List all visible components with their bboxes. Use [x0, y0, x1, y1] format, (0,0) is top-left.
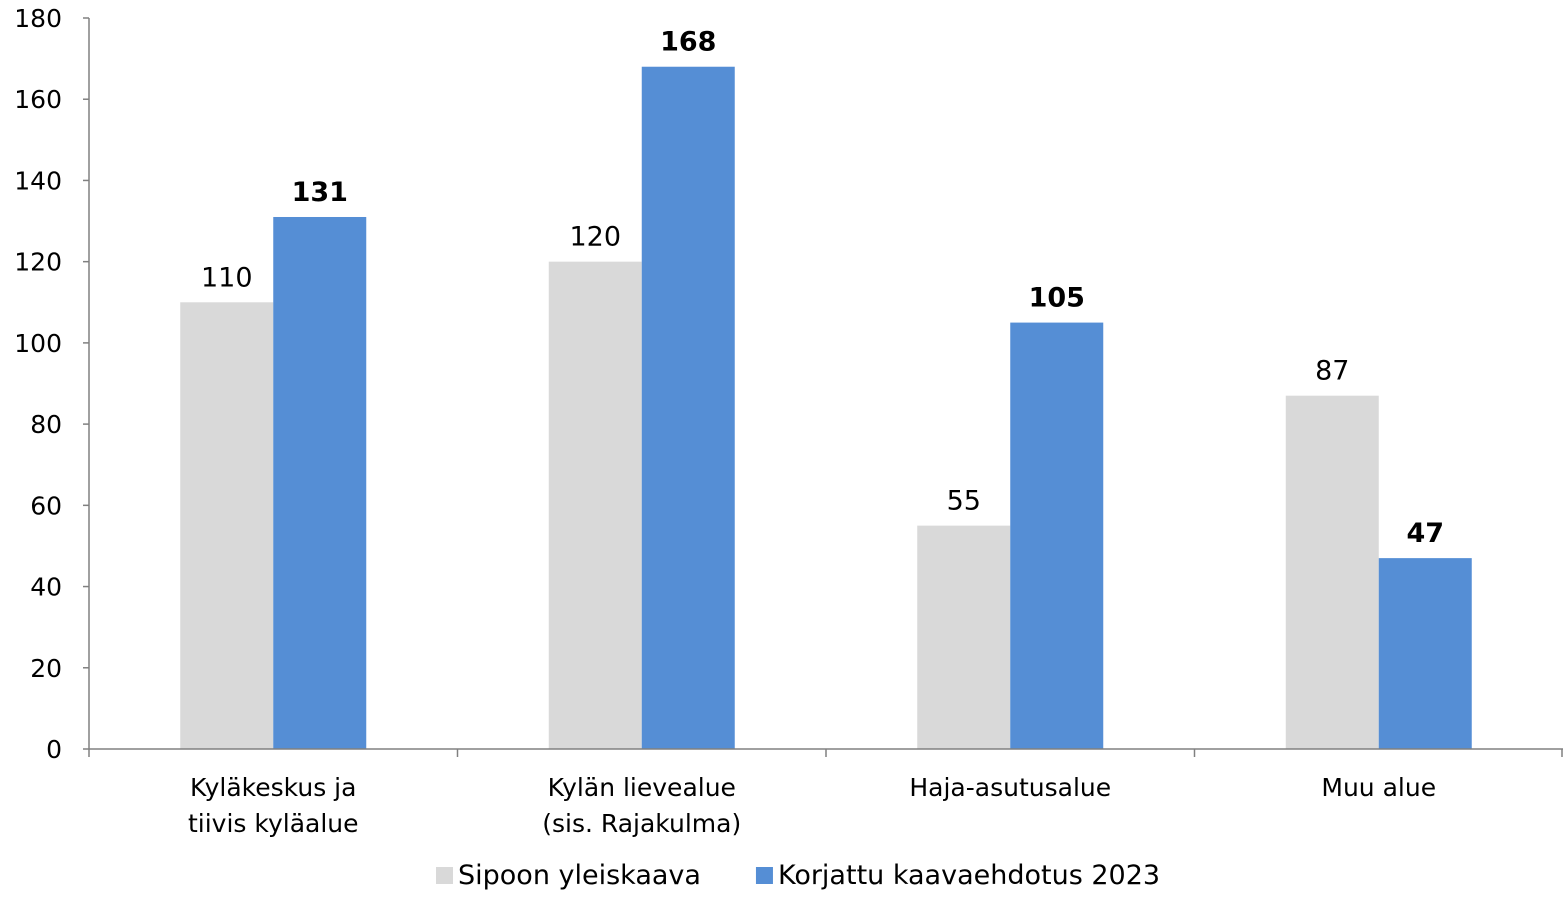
- data-label: 131: [292, 177, 348, 208]
- y-tick-label: 160: [14, 85, 62, 114]
- bar: [180, 302, 274, 749]
- y-tick-label: 100: [14, 329, 62, 358]
- y-tick-label: 120: [14, 248, 62, 277]
- y-axis-ticks: 0 20 40 60 80 100 120 140 160 180: [14, 4, 89, 764]
- data-label: 105: [1029, 283, 1085, 314]
- bar: [917, 525, 1011, 749]
- data-label: 47: [1406, 518, 1444, 549]
- legend-swatch: [755, 867, 773, 884]
- legend-label: Sipoon yleiskaava: [458, 860, 701, 891]
- bar: [273, 216, 367, 749]
- data-label: 55: [947, 486, 981, 517]
- data-label: 87: [1315, 356, 1349, 387]
- data-label: 168: [660, 27, 716, 58]
- data-label: 110: [201, 262, 253, 293]
- category-label: Kylän lievealue (sis. Rajakulma): [542, 773, 741, 838]
- category-label: Haja-asutusalue: [909, 773, 1111, 802]
- bar: [548, 261, 642, 749]
- bar: [1285, 395, 1379, 749]
- y-tick-label: 0: [46, 735, 62, 764]
- y-tick-label: 140: [14, 166, 62, 195]
- bars: [180, 66, 1472, 749]
- legend-swatch: [436, 867, 453, 884]
- y-tick-label: 40: [30, 573, 62, 602]
- axes: [88, 18, 1563, 757]
- y-tick-label: 20: [30, 654, 62, 683]
- data-label: 120: [569, 222, 621, 253]
- legend-label: Korjattu kaavaehdotus 2023: [778, 860, 1160, 891]
- bar: [641, 66, 735, 749]
- bar: [1378, 558, 1472, 749]
- legend: Sipoon yleiskaava Korjattu kaavaehdotus 2…: [436, 860, 1160, 891]
- data-labels: 110 131 120 168 55 105 87 47: [201, 27, 1444, 549]
- category-label: Muu alue: [1321, 773, 1436, 802]
- y-tick-label: 60: [30, 491, 62, 520]
- y-tick-label: 80: [30, 410, 62, 439]
- category-labels: Kyläkeskus ja tiivis kyläalue Kylän lievea…: [188, 773, 1436, 838]
- category-label: Kyläkeskus ja tiivis kyläalue: [188, 773, 359, 838]
- bar: [1010, 322, 1104, 749]
- y-tick-label: 180: [14, 4, 62, 33]
